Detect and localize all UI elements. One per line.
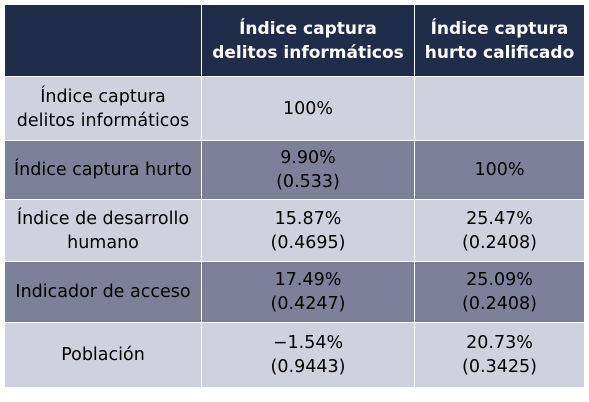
table-cell: 20.73% (0.3425) — [415, 323, 585, 388]
cell-value: 17.49% — [208, 268, 408, 292]
header-corner-cell — [5, 5, 202, 77]
table-cell: 25.47% (0.2408) — [415, 200, 585, 262]
table-cell: 100% — [415, 141, 585, 200]
header-delitos-informaticos: Índice captura delitos informáticos — [202, 5, 415, 77]
header-hurto-calificado: Índice captura hurto calificado — [415, 5, 585, 77]
cell-value: 25.09% — [421, 268, 578, 292]
cell-sub: (0.4695) — [208, 231, 408, 255]
table-cell: 100% — [202, 77, 415, 141]
row-label: Índice captura hurto — [5, 141, 202, 200]
cell-sub: (0.2408) — [421, 231, 578, 255]
cell-sub: (0.3425) — [421, 355, 578, 379]
cell-value: 9.90% — [208, 146, 408, 170]
cell-sub: (0.2408) — [421, 292, 578, 316]
table-cell: −1.54% (0.9443) — [202, 323, 415, 388]
cell-value: 20.73% — [421, 331, 578, 355]
cell-value: −1.54% — [208, 331, 408, 355]
table-cell: 15.87% (0.4695) — [202, 200, 415, 262]
cell-sub: (0.4247) — [208, 292, 408, 316]
cell-sub: (0.533) — [208, 170, 408, 194]
cell-value: 100% — [208, 97, 408, 121]
row-label: Índice captura delitos informáticos — [5, 77, 202, 141]
row-label: Población — [5, 323, 202, 388]
table-row: Índice captura delitos informáticos 100% — [5, 77, 585, 141]
table-cell — [415, 77, 585, 141]
table-row: Población −1.54% (0.9443) 20.73% (0.3425… — [5, 323, 585, 388]
cell-sub: (0.9443) — [208, 355, 408, 379]
cell-value: 100% — [421, 158, 578, 182]
table-cell: 25.09% (0.2408) — [415, 262, 585, 323]
row-label: Indicador de acceso — [5, 262, 202, 323]
row-label: Índice de desarrollo humano — [5, 200, 202, 262]
table-row: Índice de desarrollo humano 15.87% (0.46… — [5, 200, 585, 262]
correlation-table: Índice captura delitos informáticos Índi… — [4, 4, 585, 388]
table-row: Indicador de acceso 17.49% (0.4247) 25.0… — [5, 262, 585, 323]
table-cell: 17.49% (0.4247) — [202, 262, 415, 323]
cell-value: 25.47% — [421, 207, 578, 231]
cell-value: 15.87% — [208, 207, 408, 231]
table-row: Índice captura hurto 9.90% (0.533) 100% — [5, 141, 585, 200]
table-cell: 9.90% (0.533) — [202, 141, 415, 200]
table-header-row: Índice captura delitos informáticos Índi… — [5, 5, 585, 77]
